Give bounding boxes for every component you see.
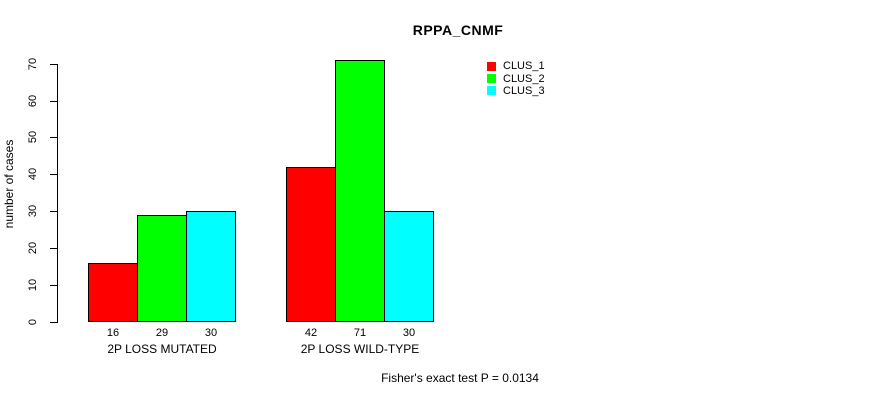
y-axis-tick — [50, 137, 57, 139]
legend-item: CLUS_2 — [487, 72, 545, 85]
y-axis-label: number of cases — [2, 139, 16, 229]
legend-swatch — [487, 74, 496, 84]
bar-value-label: 30 — [402, 327, 416, 339]
legend-item: CLUS_1 — [487, 60, 545, 72]
legend-swatch — [487, 86, 496, 96]
y-axis-tick — [50, 285, 57, 287]
y-axis-tick — [50, 211, 57, 213]
y-axis-line — [57, 63, 58, 323]
y-axis-tick-label: 30 — [27, 205, 39, 218]
legend-swatch — [487, 61, 496, 71]
y-axis-tick — [50, 100, 57, 102]
bar-value-label: 42 — [304, 327, 318, 339]
legend-label: CLUS_1 — [503, 60, 545, 73]
y-axis-tick — [50, 63, 57, 65]
y-axis-tick — [50, 248, 57, 250]
legend-label: CLUS_3 — [503, 84, 545, 97]
chart-title: RPPA_CNMF — [412, 22, 504, 38]
bar-clus_2-group1 — [137, 214, 187, 322]
bar-value-label: 16 — [106, 327, 120, 339]
category-label: 2P LOSS WILD-TYPE — [300, 342, 420, 356]
bar-value-label: 30 — [204, 327, 218, 339]
y-axis-tick-label: 40 — [27, 168, 39, 181]
bar-clus_1-group1 — [88, 262, 138, 322]
bar-value-label: 29 — [155, 327, 169, 339]
legend: CLUS_1 CLUS_2 CLUS_3 — [487, 60, 545, 97]
y-axis-tick-label: 20 — [27, 242, 39, 255]
y-axis-tick-label: 0 — [27, 318, 39, 326]
bar-clus_2-group2 — [335, 59, 385, 322]
y-axis-tick-label: 50 — [27, 131, 39, 144]
bar-clus_3-group2 — [384, 211, 434, 322]
y-axis-tick-label: 10 — [27, 278, 39, 292]
y-axis-tick-label: 70 — [27, 57, 39, 70]
bar-clus_3-group1 — [186, 211, 236, 322]
legend-item: CLUS_3 — [487, 85, 545, 97]
bar-value-label: 71 — [353, 327, 367, 339]
legend-label: CLUS_2 — [503, 72, 545, 85]
y-axis-tick-label: 60 — [27, 94, 39, 107]
category-label: 2P LOSS MUTATED — [107, 342, 217, 356]
annotation-fishers-test: Fisher's exact test P = 0.0134 — [381, 371, 539, 385]
y-axis-tick — [50, 174, 57, 176]
bar-clus_1-group2 — [286, 166, 336, 322]
y-axis-tick — [50, 322, 57, 323]
